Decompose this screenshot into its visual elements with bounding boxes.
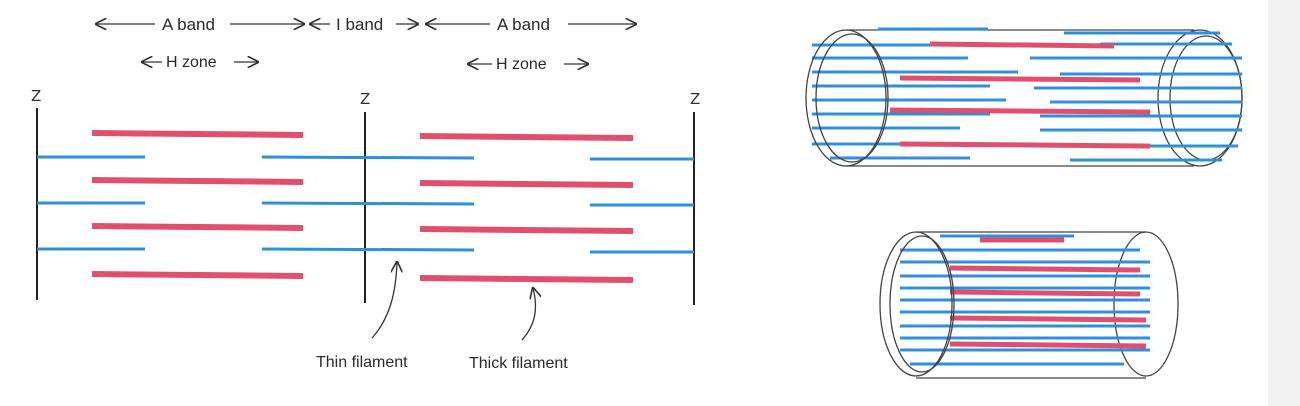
band-labels: A band I band A band H zone H zone: [96, 15, 636, 73]
cylinder2-end-right: [1113, 231, 1179, 377]
thin-filament: [261, 201, 475, 206]
cylinder2-end-left: [879, 231, 953, 377]
cylinder-end-left-inner: [815, 33, 889, 163]
h-zone-right-label: H zone: [496, 56, 547, 73]
h-zone-left-label: H zone: [166, 54, 217, 71]
relaxed-thick-filaments: [889, 41, 1151, 149]
thick-filament: [419, 133, 634, 141]
thin-filament-callout-arrow: [371, 262, 397, 339]
thick-filament: [419, 226, 634, 234]
z-label-middle: Z: [360, 90, 370, 108]
a-band-left-label: A band: [162, 15, 215, 34]
thick-filament: [419, 275, 634, 283]
thick-filament-label: Thick filament: [469, 355, 568, 372]
thick-filament-callout-arrow: [521, 288, 535, 341]
thick-filament: [91, 271, 304, 279]
edge-strip: [1268, 0, 1300, 406]
i-band-label: I band: [336, 15, 383, 34]
a-band-right-label: A band: [497, 15, 550, 34]
thick-filament: [91, 130, 304, 138]
relaxed-thin-filaments: [812, 27, 1242, 162]
cylinder-end-left: [805, 29, 887, 167]
thin-filament: [261, 247, 475, 252]
z-label-right: Z: [690, 90, 700, 108]
cylinder-relaxed: [805, 27, 1243, 167]
contracted-thick-filaments: [949, 237, 1147, 349]
thin-filament: [261, 155, 475, 160]
thin-filament-label: Thin filament: [316, 354, 408, 371]
thick-filament: [91, 177, 304, 185]
z-label-left: Z: [31, 87, 41, 105]
contracted-thin-filaments: [900, 234, 1150, 366]
cylinder2-end-left-inner: [889, 235, 955, 373]
cylinder-contracted: [879, 231, 1179, 379]
thick-filament: [419, 180, 634, 188]
thick-filament: [91, 223, 304, 231]
